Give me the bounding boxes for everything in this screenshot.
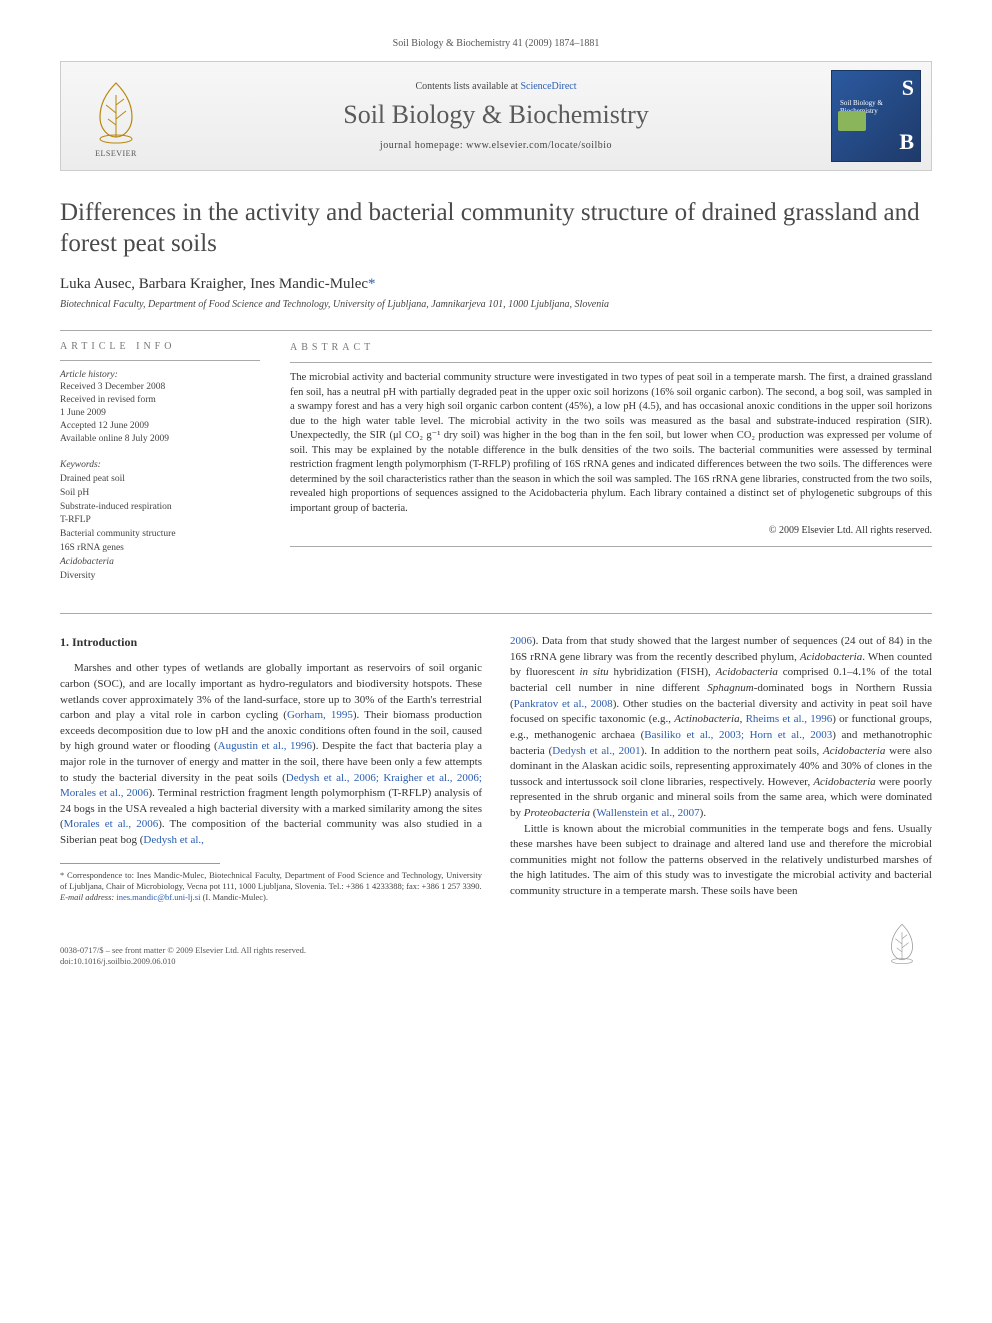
abstract-head: ABSTRACT [290,341,932,355]
keyword: Soil pH [60,487,260,501]
rule-info [60,360,260,361]
contents-line: Contents lists available at ScienceDirec… [161,81,831,92]
taxon: Acidobacteria [823,745,885,757]
column-right: 2006). Data from that study showed that … [510,634,932,902]
keywords-label: Keywords: [60,460,101,470]
abstract-copyright: © 2009 Elsevier Ltd. All rights reserved… [290,524,932,538]
corr-label: * Correspondence to: [60,870,137,880]
taxon: Acidobacteria [716,666,778,678]
article-title: Differences in the activity and bacteria… [60,197,932,260]
received: Received 3 December 2008 [60,382,165,392]
intro-para-1: Marshes and other types of wetlands are … [60,661,482,848]
keyword: Bacterial community structure [60,528,260,542]
footer-left: 0038-0717/$ – see front matter © 2009 El… [60,945,306,967]
homepage-prefix: journal homepage: [380,140,466,151]
sciencedirect-link[interactable]: ScienceDirect [520,81,576,92]
citation-link[interactable]: Pankratov et al., 2008 [514,698,613,710]
citation-link[interactable]: Dedysh et al., [143,834,203,846]
revised-date: 1 June 2009 [60,408,106,418]
taxon: Actinobacteria [674,713,739,725]
intro-para-1-cont: 2006). Data from that study showed that … [510,634,932,821]
footer-logo [872,919,932,967]
citation-link[interactable]: Dedysh et al., 2001 [552,745,640,757]
issn-line: 0038-0717/$ – see front matter © 2009 El… [60,945,306,956]
revised-label: Received in revised form [60,395,156,405]
corresponding-footnote: * Correspondence to: Ines Mandic-Mulec, … [60,870,482,903]
article-history: Article history: Received 3 December 200… [60,369,260,446]
journal-cover-thumb: S Soil Biology & Biochemistry B [831,70,921,162]
doi-line: doi:10.1016/j.soilbio.2009.06.010 [60,956,306,967]
history-label: Article history: [60,370,118,380]
cover-text-line1: Soil Biology & [840,99,883,107]
email-suffix: (I. Mandic-Mulec). [200,892,268,902]
footnote-rule [60,863,220,864]
citation-link[interactable]: Rheims et al., 1996 [746,713,833,725]
citation-link[interactable]: Wallenstein et al., 2007 [596,807,699,819]
publisher-label: ELSEVIER [71,149,161,158]
keyword: Substrate-induced respiration [60,501,260,515]
elsevier-tree-icon [86,75,146,145]
authors-text: Luka Ausec, Barbara Kraigher, Ines Mandi… [60,276,368,292]
author-list: Luka Ausec, Barbara Kraigher, Ines Mandi… [60,276,932,293]
cover-letter-b: B [899,129,914,155]
rule-top [60,330,932,331]
journal-banner: ELSEVIER Contents lists available at Sci… [60,61,932,171]
keyword: 16S rRNA genes [60,542,260,556]
term: in situ [579,666,608,678]
online: Available online 8 July 2009 [60,434,169,444]
rule-mid [60,613,932,614]
citation-link[interactable]: Morales et al., 2006 [64,818,159,830]
keyword: T-RFLP [60,514,260,528]
publisher-logo-block: ELSEVIER [71,75,161,158]
accepted: Accepted 12 June 2009 [60,421,149,431]
contents-prefix: Contents lists available at [415,81,520,92]
keyword: Diversity [60,570,260,584]
journal-name: Soil Biology & Biochemistry [161,100,831,130]
citation-link[interactable]: Gorham, 1995 [287,709,353,721]
affiliation: Biotechnical Faculty, Department of Food… [60,299,932,310]
section-heading-intro: 1. Introduction [60,634,482,651]
corresponding-star-icon: * [368,276,376,292]
text-run: ). [700,807,706,819]
taxon: Acidobacteria [800,651,862,663]
page-footer: 0038-0717/$ – see front matter © 2009 El… [60,919,932,967]
intro-para-2: Little is known about the microbial comm… [510,822,932,900]
column-left: 1. Introduction Marshes and other types … [60,634,482,902]
homepage-line: journal homepage: www.elsevier.com/locat… [161,140,831,151]
article-info-sidebar: ARTICLE INFO Article history: Received 3… [60,341,260,584]
taxon: Sphagnum [707,682,753,694]
article-info-head: ARTICLE INFO [60,341,260,352]
keywords-block: Keywords: Drained peat soil Soil pH Subs… [60,459,260,583]
abstract-text: The microbial activity and bacterial com… [290,371,932,516]
banner-center: Contents lists available at ScienceDirec… [161,81,831,151]
email-link[interactable]: ines.mandic@bf.uni-lj.si [116,892,200,902]
cover-photo-icon [838,111,866,131]
abstract-block: ABSTRACT The microbial activity and bact… [290,341,932,584]
text-run: ). In addition to the northern peat soil… [641,745,823,757]
citation-link[interactable]: 2006 [510,635,532,647]
cover-letter-s: S [902,75,914,101]
keyword: Acidobacteria [60,556,260,570]
rule-abstract [290,362,932,363]
homepage-url: www.elsevier.com/locate/soilbio [466,140,612,151]
text-run: hybridization (FISH), [609,666,716,678]
email-label: E-mail address: [60,892,116,902]
taxon: Acidobacteria [813,776,875,788]
rule-abstract-bottom [290,546,932,547]
citation-link[interactable]: Basiliko et al., 2003; Horn et al., 2003 [644,729,832,741]
taxon: Proteobacteria [524,807,590,819]
citation-link[interactable]: Augustin et al., 1996 [218,740,312,752]
elsevier-tree-icon [882,919,922,965]
body-columns: 1. Introduction Marshes and other types … [60,634,932,902]
running-head: Soil Biology & Biochemistry 41 (2009) 18… [60,38,932,49]
keyword: Drained peat soil [60,473,260,487]
